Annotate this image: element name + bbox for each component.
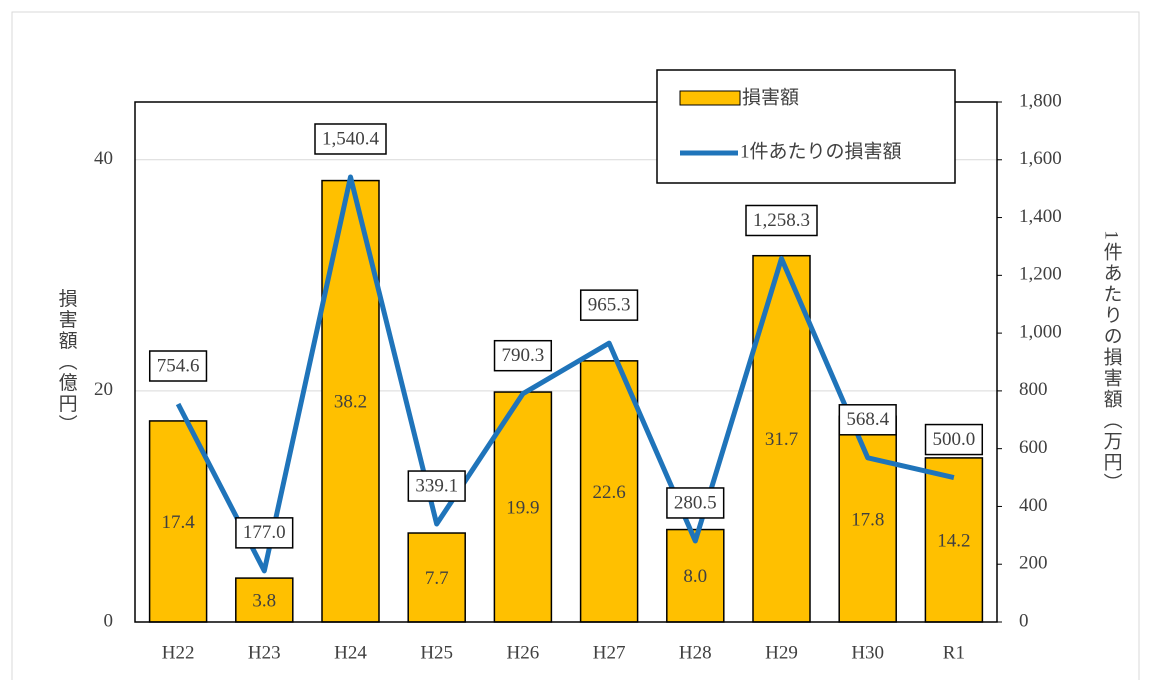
legend-swatch-bar — [679, 90, 741, 106]
y2-tick-label: 200 — [1019, 553, 1048, 574]
line-value-label: 177.0 — [243, 522, 286, 543]
line-value-label: 280.5 — [674, 492, 717, 513]
x-tick-label: H23 — [248, 642, 281, 663]
x-tick-label: H27 — [593, 642, 626, 663]
line-value-box — [838, 404, 897, 436]
line-value-label: 1,258.3 — [753, 210, 810, 231]
x-tick-label: H29 — [765, 642, 798, 663]
x-tick-label: H24 — [334, 642, 367, 663]
y2-tick-label: 1,600 — [1019, 148, 1062, 169]
bar-value-label: 19.9 — [506, 497, 539, 518]
bar — [838, 415, 897, 623]
line-value-box — [924, 423, 984, 456]
x-tick-label: H22 — [162, 642, 195, 663]
y2-tick-label: 1,000 — [1019, 321, 1062, 342]
bar — [407, 532, 466, 623]
x-tick-label: R1 — [943, 642, 965, 663]
bar-value-label: 7.7 — [425, 568, 449, 589]
line-value-label: 754.6 — [157, 355, 200, 376]
line-value-box — [235, 517, 294, 549]
line-value-label: 790.3 — [502, 345, 545, 366]
bar-value-label: 38.2 — [334, 392, 367, 413]
line-value-box — [314, 123, 387, 155]
bar-value-label: 17.8 — [851, 510, 884, 531]
x-tick-label: H26 — [507, 642, 540, 663]
legend-label: 1件あたりの損害額 — [740, 140, 902, 162]
x-tick-label: H30 — [851, 642, 884, 663]
y2-tick-label: 1,200 — [1019, 264, 1062, 285]
x-tick-label: H28 — [679, 642, 712, 663]
bar-value-label: 3.8 — [252, 590, 276, 611]
line-value-box — [666, 487, 725, 519]
line-value-label: 500.0 — [933, 429, 976, 450]
bar — [148, 420, 208, 623]
y-tick-label: 40 — [94, 148, 113, 169]
y-tick-label: 0 — [104, 610, 114, 631]
y-tick-label: 20 — [94, 379, 113, 400]
bar-value-label: 14.2 — [937, 530, 970, 551]
y2-axis-label: 1件あたりの損害額（万円） — [1101, 230, 1123, 494]
line-value-label: 1,540.4 — [322, 128, 380, 149]
y2-tick-label: 600 — [1019, 437, 1048, 458]
bar — [493, 391, 553, 623]
line-value-box — [493, 339, 553, 372]
bar — [666, 528, 725, 623]
y-axis-label: 損害額（億円） — [56, 288, 78, 435]
bar-value-label: 22.6 — [592, 482, 625, 503]
plot-frame — [134, 101, 998, 623]
line-value-label: 339.1 — [415, 475, 458, 496]
line-value-box — [407, 470, 466, 502]
line-value-label: 568.4 — [846, 409, 889, 430]
x-tick-label: H25 — [420, 642, 453, 663]
legend-label: 損害額 — [742, 86, 799, 108]
y2-tick-label: 1,800 — [1019, 90, 1062, 111]
y2-tick-label: 400 — [1019, 495, 1048, 516]
line-value-box — [148, 350, 208, 382]
line — [175, 174, 955, 574]
line-value-label: 965.3 — [588, 294, 631, 315]
bar-value-label: 17.4 — [161, 512, 195, 533]
bar — [579, 360, 639, 623]
bar-value-label: 8.0 — [683, 566, 707, 587]
line-value-box — [579, 289, 639, 321]
legend — [656, 69, 956, 184]
line-value-box — [745, 204, 818, 237]
y2-tick-label: 1,400 — [1019, 206, 1062, 227]
bar — [924, 457, 984, 623]
chart-frame — [11, 11, 1140, 680]
bar-value-label: 31.7 — [765, 429, 798, 450]
y2-tick-label: 0 — [1019, 610, 1029, 631]
y2-tick-label: 800 — [1019, 379, 1048, 400]
